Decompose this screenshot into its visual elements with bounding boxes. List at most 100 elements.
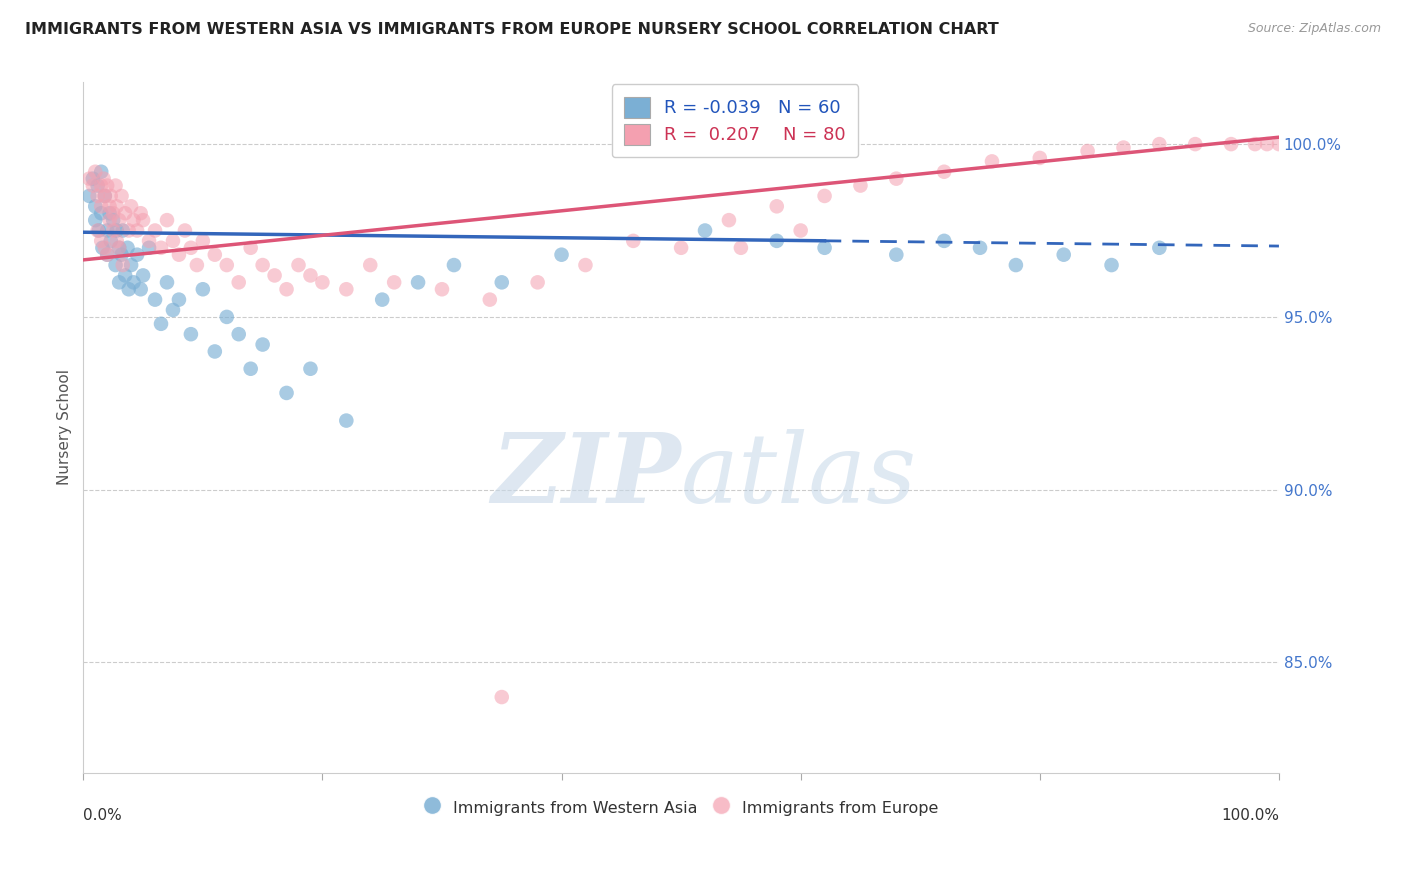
Point — [143, 293, 166, 307]
Point — [1077, 144, 1099, 158]
Point — [884, 171, 907, 186]
Point — [526, 276, 548, 290]
Point — [335, 282, 357, 296]
Point — [162, 234, 184, 248]
Point — [443, 258, 465, 272]
Point — [252, 258, 274, 272]
Point — [86, 189, 108, 203]
Point — [669, 241, 692, 255]
Point — [204, 344, 226, 359]
Point — [730, 241, 752, 255]
Point — [96, 178, 118, 193]
Point — [101, 206, 124, 220]
Point — [359, 258, 381, 272]
Point — [174, 223, 197, 237]
Point — [228, 327, 250, 342]
Point — [287, 258, 309, 272]
Point — [884, 248, 907, 262]
Point — [101, 213, 124, 227]
Point — [91, 241, 114, 255]
Point — [101, 223, 124, 237]
Point — [491, 276, 513, 290]
Point — [167, 293, 190, 307]
Y-axis label: Nursery School: Nursery School — [58, 369, 72, 485]
Legend: Immigrants from Western Asia, Immigrants from Europe: Immigrants from Western Asia, Immigrants… — [418, 791, 945, 824]
Text: Source: ZipAtlas.com: Source: ZipAtlas.com — [1247, 22, 1381, 36]
Point — [86, 178, 108, 193]
Point — [122, 213, 145, 227]
Point — [118, 282, 141, 296]
Point — [127, 223, 149, 237]
Point — [1112, 140, 1135, 154]
Point — [263, 268, 285, 283]
Point — [789, 223, 811, 237]
Text: 100.0%: 100.0% — [1220, 807, 1279, 822]
Point — [132, 213, 155, 227]
Point — [276, 282, 298, 296]
Point — [114, 206, 136, 220]
Point — [114, 268, 136, 283]
Point — [132, 268, 155, 283]
Point — [118, 223, 141, 237]
Point — [105, 234, 128, 248]
Point — [382, 276, 405, 290]
Point — [1149, 137, 1171, 152]
Point — [138, 241, 160, 255]
Point — [371, 293, 394, 307]
Point — [87, 223, 110, 237]
Point — [1005, 258, 1028, 272]
Point — [813, 189, 835, 203]
Point — [276, 386, 298, 401]
Point — [90, 199, 112, 213]
Point — [84, 165, 107, 179]
Point — [120, 258, 142, 272]
Point — [180, 241, 202, 255]
Point — [191, 234, 214, 248]
Point — [180, 327, 202, 342]
Point — [478, 293, 501, 307]
Point — [1149, 241, 1171, 255]
Point — [1268, 137, 1291, 152]
Point — [406, 276, 429, 290]
Point — [110, 189, 132, 203]
Point — [204, 248, 226, 262]
Point — [150, 241, 173, 255]
Point — [105, 199, 128, 213]
Point — [969, 241, 991, 255]
Point — [77, 171, 100, 186]
Point — [934, 234, 956, 248]
Point — [96, 248, 118, 262]
Point — [621, 234, 644, 248]
Point — [252, 337, 274, 351]
Point — [1029, 151, 1052, 165]
Point — [1220, 137, 1243, 152]
Point — [813, 241, 835, 255]
Point — [981, 154, 1004, 169]
Point — [430, 282, 453, 296]
Point — [96, 248, 118, 262]
Point — [94, 189, 117, 203]
Point — [335, 414, 357, 428]
Point — [98, 206, 121, 220]
Point — [111, 223, 134, 237]
Point — [96, 223, 118, 237]
Point — [98, 199, 121, 213]
Point — [143, 223, 166, 237]
Point — [105, 223, 128, 237]
Point — [108, 276, 131, 290]
Point — [108, 241, 131, 255]
Point — [1244, 137, 1267, 152]
Point — [93, 171, 115, 186]
Point — [77, 189, 100, 203]
Point — [299, 268, 322, 283]
Point — [765, 199, 787, 213]
Point — [120, 199, 142, 213]
Point — [215, 258, 238, 272]
Point — [82, 171, 104, 186]
Point — [311, 276, 333, 290]
Text: ZIP: ZIP — [492, 429, 681, 523]
Point — [104, 178, 127, 193]
Point — [129, 206, 152, 220]
Point — [162, 303, 184, 318]
Point — [150, 317, 173, 331]
